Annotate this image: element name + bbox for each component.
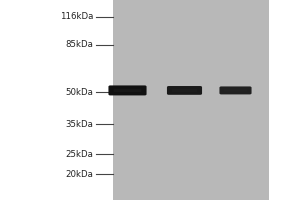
Text: 116kDa: 116kDa (60, 12, 93, 21)
FancyBboxPatch shape (114, 89, 141, 92)
Bar (112, 0, 268, 200)
FancyBboxPatch shape (172, 89, 197, 92)
FancyBboxPatch shape (109, 85, 146, 95)
FancyBboxPatch shape (167, 86, 202, 95)
Text: 50kDa: 50kDa (65, 88, 93, 97)
FancyBboxPatch shape (224, 89, 247, 92)
Text: 85kDa: 85kDa (65, 40, 93, 49)
Text: 35kDa: 35kDa (65, 120, 93, 129)
Text: 25kDa: 25kDa (65, 150, 93, 159)
FancyBboxPatch shape (220, 86, 252, 94)
Text: 20kDa: 20kDa (65, 170, 93, 179)
